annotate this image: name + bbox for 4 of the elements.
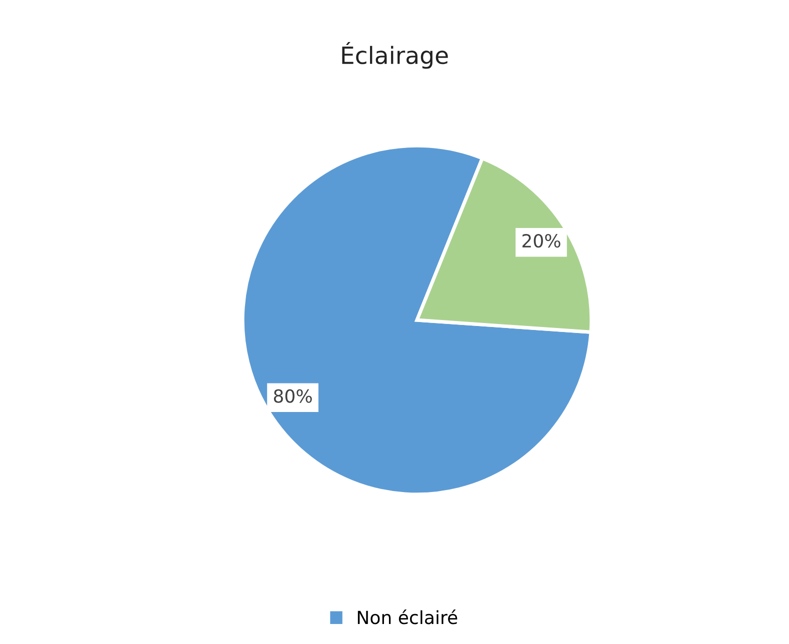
legend-label: Non éclairé [358, 610, 458, 624]
chart-title: Éclairage [342, 42, 448, 69]
data-label: 80% [274, 389, 312, 403]
data-label: 20% [522, 234, 560, 248]
